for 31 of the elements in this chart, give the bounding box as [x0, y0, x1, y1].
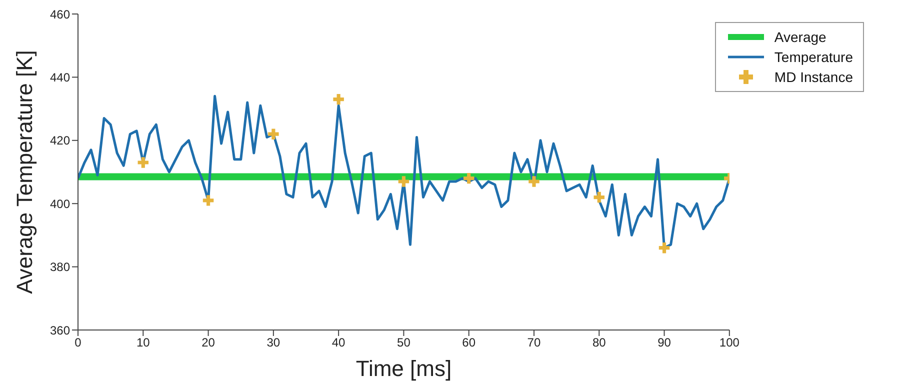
x-tick-label: 90 — [658, 336, 672, 350]
legend-label: Temperature — [774, 48, 853, 67]
point — [398, 176, 410, 187]
x-tick-label: 20 — [202, 336, 216, 350]
x-tick-label: 40 — [332, 336, 346, 350]
x-tick-label: 30 — [266, 336, 280, 350]
point — [528, 176, 540, 187]
legend-label: Average — [774, 28, 826, 47]
x-tick-label: 70 — [527, 336, 541, 350]
point — [463, 172, 474, 184]
point — [202, 195, 214, 206]
point — [268, 128, 279, 140]
y-tick-label: 440 — [50, 70, 70, 84]
y-tick-label: 420 — [50, 134, 70, 148]
y-tick-label: 360 — [50, 323, 70, 338]
point — [594, 192, 604, 203]
x-tick-label: 10 — [136, 336, 150, 350]
x-tick-label: 60 — [462, 336, 476, 350]
x-tick-label: 50 — [397, 336, 411, 350]
x-tick-label: 80 — [592, 336, 606, 350]
y-tick-label: 380 — [50, 260, 70, 274]
y-tick-label: 460 — [50, 7, 70, 22]
x-tick-label: 100 — [719, 336, 740, 350]
x-tick-label: 0 — [74, 336, 82, 350]
y-axis-title: Average Temperature [K] — [12, 50, 37, 294]
point — [138, 157, 149, 168]
point — [658, 242, 670, 254]
legend-label: MD Instance — [774, 68, 853, 87]
y-tick-label: 400 — [50, 196, 70, 211]
point — [333, 94, 344, 105]
x-axis-title: Time [ms] — [356, 356, 452, 381]
